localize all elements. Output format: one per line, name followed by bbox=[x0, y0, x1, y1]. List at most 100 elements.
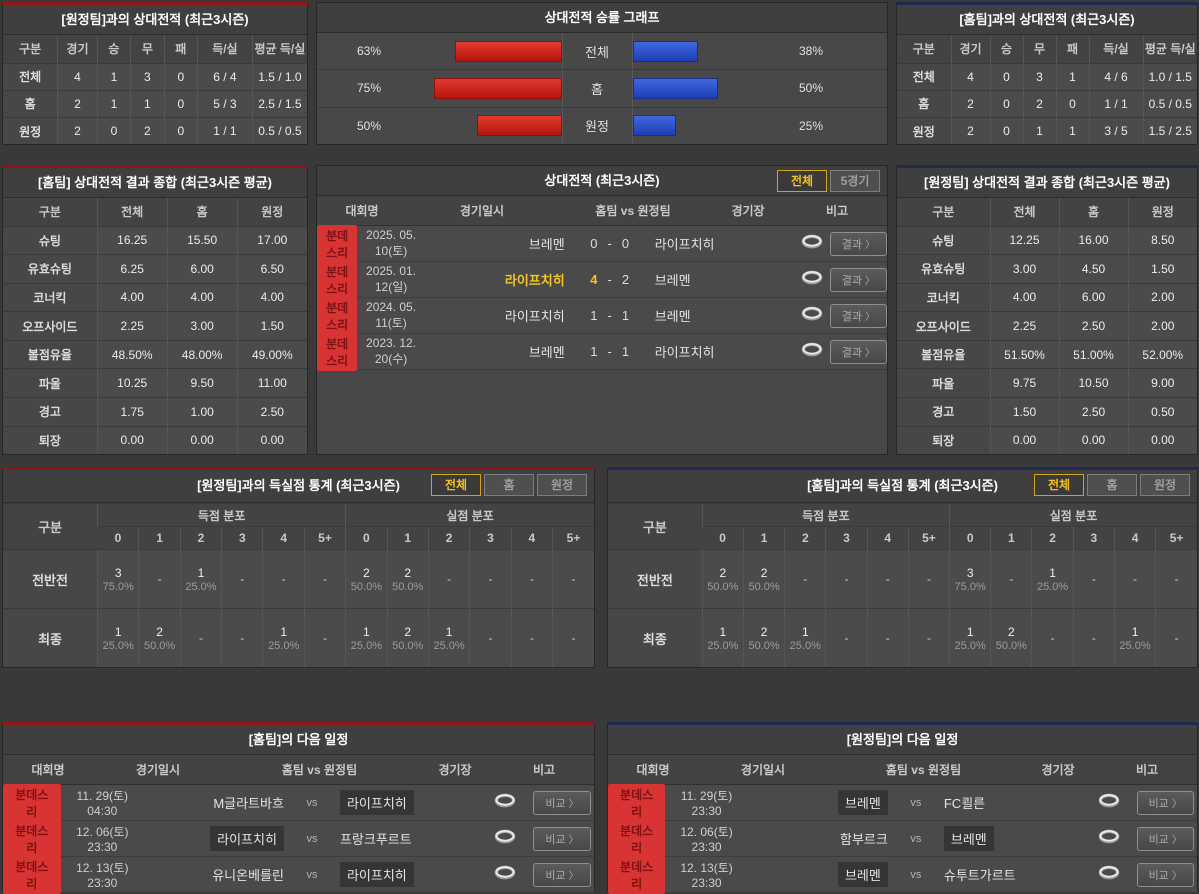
list-header: 대회명 경기일시 홈팀 vs 원정팀 경기장 비고 bbox=[317, 196, 887, 226]
compare-button[interactable]: 비교 〉 bbox=[1136, 826, 1194, 851]
match-date: 12. 13(토) 23:30 bbox=[680, 861, 733, 890]
stat-table: 구분 전체 홈 원정 슈팅 16.25 15.50 17.00 유효슈팅 6.25 6.00 6.50… bbox=[3, 198, 307, 454]
stadium-icon[interactable] bbox=[801, 306, 823, 326]
cell-value: 1 bbox=[1055, 117, 1089, 144]
cell-value: 0 bbox=[989, 62, 1023, 91]
stadium-icon[interactable] bbox=[494, 793, 516, 813]
cell-value: 0.50 bbox=[1127, 397, 1197, 427]
column-header: 홈 bbox=[166, 198, 238, 226]
stadium-icon[interactable] bbox=[1098, 793, 1120, 813]
stadium-icon[interactable] bbox=[1098, 865, 1120, 885]
matches-tab-recent5[interactable]: 5경기 bbox=[830, 170, 880, 192]
percent-value: 50.0% bbox=[143, 639, 176, 652]
cell-value: 2.25 bbox=[96, 311, 168, 341]
dist-cell: 1 25.0% bbox=[949, 608, 991, 667]
corner-header: 구분 bbox=[608, 503, 703, 550]
stadium-icon[interactable] bbox=[801, 234, 823, 254]
row-label: 파울 bbox=[3, 368, 98, 398]
dist-cell: 1 25.0% bbox=[1031, 548, 1074, 609]
column-header: 구분 bbox=[897, 198, 990, 226]
dist-cell: - bbox=[825, 548, 868, 609]
col-league: 대회명 bbox=[636, 763, 670, 777]
col-note: 비고 bbox=[825, 204, 849, 218]
conceded-group-header: 실점 분포 bbox=[345, 503, 594, 527]
dist-cell: - bbox=[907, 548, 950, 609]
cell-value: 49.00% bbox=[236, 339, 307, 369]
cell-value: 4.00 bbox=[96, 282, 168, 312]
dist-cell: 3 75.0% bbox=[97, 548, 139, 609]
empty-dash: - bbox=[281, 572, 286, 587]
cell-value: 1.50 bbox=[236, 311, 307, 341]
compare-button[interactable]: 비교 〉 bbox=[533, 826, 591, 851]
compare-button[interactable]: 비교 〉 bbox=[1136, 862, 1194, 887]
cell-value: 3.00 bbox=[166, 311, 238, 341]
match-filter-tabs: 전체 5경기 bbox=[774, 170, 880, 192]
compare-button[interactable]: 비교 〉 bbox=[533, 790, 591, 815]
stadium-icon-svg bbox=[801, 234, 823, 248]
count-value: 2 bbox=[719, 565, 727, 580]
away-goal-tab-all[interactable]: 전체 bbox=[431, 474, 481, 496]
cell-value: 1 bbox=[1055, 62, 1089, 91]
percent-value: 25.0% bbox=[789, 639, 821, 652]
away-score: 1 bbox=[621, 308, 630, 323]
cell-value: 4 bbox=[950, 62, 990, 91]
cell-value: 3 bbox=[1022, 62, 1056, 91]
league-badge: 분데스리 bbox=[608, 783, 666, 822]
away-goal-tab-home[interactable]: 홈 bbox=[484, 474, 534, 496]
empty-dash: - bbox=[240, 572, 245, 587]
cell-value: 10.25 bbox=[96, 368, 168, 398]
away-score: 0 bbox=[621, 236, 630, 251]
chart-row-label: 원정 bbox=[561, 107, 633, 144]
stadium-icon[interactable] bbox=[1098, 829, 1120, 849]
result-button[interactable]: 결과 〉 bbox=[829, 231, 887, 256]
away-goal-tab-away[interactable]: 원정 bbox=[537, 474, 587, 496]
home-goal-tab-away[interactable]: 원정 bbox=[1140, 474, 1190, 496]
result-button[interactable]: 결과 〉 bbox=[829, 339, 887, 364]
stadium-icon[interactable] bbox=[801, 270, 823, 290]
table-row: 퇴장 0.00 0.00 0.00 bbox=[897, 425, 1197, 454]
table-row: 전체 4 1 3 0 6 / 4 1.5 / 1.0 bbox=[3, 62, 307, 91]
stadium-icon-svg bbox=[801, 306, 823, 320]
column-header: 구분 bbox=[3, 198, 98, 226]
stadium-icon[interactable] bbox=[494, 829, 516, 849]
dist-cell: 2 50.0% bbox=[386, 608, 429, 667]
row-label: 홈 bbox=[897, 89, 951, 118]
count-value: 2 bbox=[404, 565, 412, 580]
dist-cell: - bbox=[1072, 608, 1115, 667]
table-row: 슈팅 16.25 15.50 17.00 bbox=[3, 225, 307, 255]
result-button[interactable]: 결과 〉 bbox=[829, 303, 887, 328]
percent-value: 25.0% bbox=[433, 639, 465, 652]
empty-dash: - bbox=[571, 572, 576, 587]
compare-button[interactable]: 비교 〉 bbox=[533, 862, 591, 887]
stadium-icon[interactable] bbox=[494, 865, 516, 885]
empty-dash: - bbox=[844, 572, 849, 587]
matches-tab-all[interactable]: 전체 bbox=[777, 170, 827, 192]
home-goal-tab-home[interactable]: 홈 bbox=[1087, 474, 1137, 496]
empty-dash: - bbox=[529, 631, 534, 646]
column-header: 패 bbox=[163, 35, 198, 63]
dist-cell: - bbox=[262, 548, 305, 609]
result-button[interactable]: 결과 〉 bbox=[829, 267, 887, 292]
percent-value: 75.0% bbox=[102, 580, 134, 593]
stadium-icon[interactable] bbox=[801, 342, 823, 362]
cell-value: 17.00 bbox=[236, 225, 307, 255]
count-value: 3 bbox=[114, 565, 122, 580]
empty-dash: - bbox=[488, 572, 493, 587]
cell-value: 4.00 bbox=[989, 282, 1059, 312]
cell-value: 1.5 / 1.0 bbox=[251, 62, 307, 91]
cell-value: 0 bbox=[989, 89, 1023, 118]
goal-distribution-table: 구분 득점 분포 실점 분포 0 1 2 3 4 5+ 0 1 2 3 4 5+ 전반전 2 50.0% 2 50.0… bbox=[608, 503, 1197, 667]
column-header: 원정 bbox=[1127, 198, 1197, 226]
list-header: 대회명 경기일시 홈팀 vs 원정팀 경기장 비고 bbox=[3, 755, 594, 785]
away-schedule-list: 대회명 경기일시 홈팀 vs 원정팀 경기장 비고 분데스리 11. 29(토) 23:30… bbox=[608, 755, 1197, 894]
empty-dash: - bbox=[1091, 572, 1096, 587]
match-date: 2023. 12. 20(수) bbox=[366, 336, 417, 366]
home-team: 라이프치히 bbox=[144, 826, 284, 851]
dist-cell: - bbox=[866, 548, 909, 609]
compare-button[interactable]: 비교 〉 bbox=[1136, 790, 1194, 815]
row-label: 전체 bbox=[3, 62, 58, 91]
home-goal-tab-all[interactable]: 전체 bbox=[1034, 474, 1084, 496]
match-date: 2025. 05. 10(토) bbox=[366, 228, 417, 258]
row-label: 퇴장 bbox=[3, 425, 98, 454]
league-badge: 분데스리 bbox=[3, 783, 61, 822]
